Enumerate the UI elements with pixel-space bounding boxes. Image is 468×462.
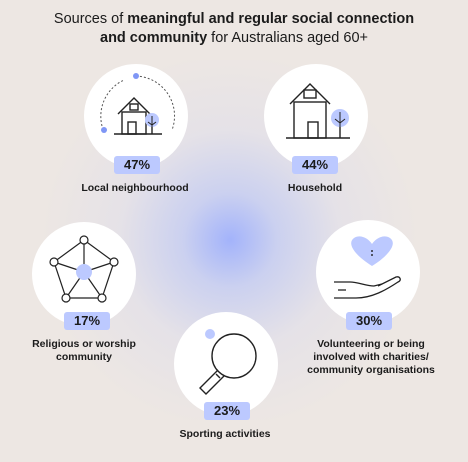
house-neighbourhood-icon bbox=[100, 73, 176, 135]
item-label: Volunteering or being involved with char… bbox=[307, 338, 435, 376]
infographic-title: Sources of meaningful and regular social… bbox=[53, 11, 415, 46]
sporting-activities-circle bbox=[174, 312, 278, 416]
percent-badge: 44% bbox=[292, 156, 338, 174]
religious-community-circle bbox=[32, 222, 136, 326]
percent-badge: 17% bbox=[64, 312, 110, 330]
item-label: Religious or worship community bbox=[32, 338, 136, 363]
table-tennis-icon bbox=[199, 329, 257, 395]
local-neighbourhood-circle bbox=[84, 64, 188, 168]
household-circle bbox=[264, 64, 368, 168]
percent-badge: 30% bbox=[346, 312, 392, 330]
network-pentagon-icon bbox=[49, 235, 119, 303]
volunteering-circle bbox=[316, 220, 420, 324]
house-icon bbox=[286, 83, 350, 139]
percent-badge: 23% bbox=[204, 402, 250, 420]
hand-heart-icon bbox=[334, 236, 401, 299]
item-label: Local neighbourhood bbox=[81, 182, 189, 194]
percent-badge: 47% bbox=[114, 156, 160, 174]
item-label: Sporting activities bbox=[179, 428, 271, 440]
item-label: Household bbox=[287, 182, 343, 194]
